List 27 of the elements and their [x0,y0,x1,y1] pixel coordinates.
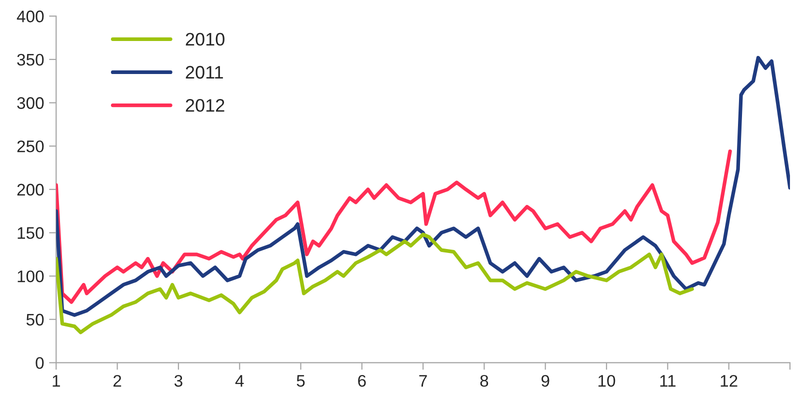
x-tick-label: 10 [598,374,616,387]
y-tick-label: 100 [18,270,44,282]
x-tick-label: 6 [358,374,366,387]
x-tick-label: 5 [296,375,305,387]
x-tick-label: 3 [174,374,182,387]
x-tick-label: 11 [660,375,676,387]
x-tick-label: 7 [419,375,427,387]
y-tick-label: 50 [26,314,44,326]
y-tick-label: 250 [17,140,44,152]
legend-label: 2011 [186,66,223,79]
y-tick-label: 150 [18,227,44,239]
y-tick-label: 350 [17,54,44,66]
x-tick-label: 9 [542,374,550,387]
x-tick-label: 2 [113,374,122,387]
x-tick-label: 8 [480,374,488,387]
line-series [56,56,790,317]
y-tick-label: 300 [17,97,44,109]
line-series [56,149,732,304]
x-tick-label: 4 [235,375,244,387]
y-tick-label: 400 [16,10,44,22]
y-tick-label: 0 [36,357,44,369]
legend-label: 2010 [186,32,224,46]
legend-label: 2012 [186,99,224,112]
x-tick-label: 12 [720,374,738,387]
line-series [56,232,694,334]
y-tick-label: 200 [17,184,44,196]
x-tick-label: 1 [52,375,60,387]
